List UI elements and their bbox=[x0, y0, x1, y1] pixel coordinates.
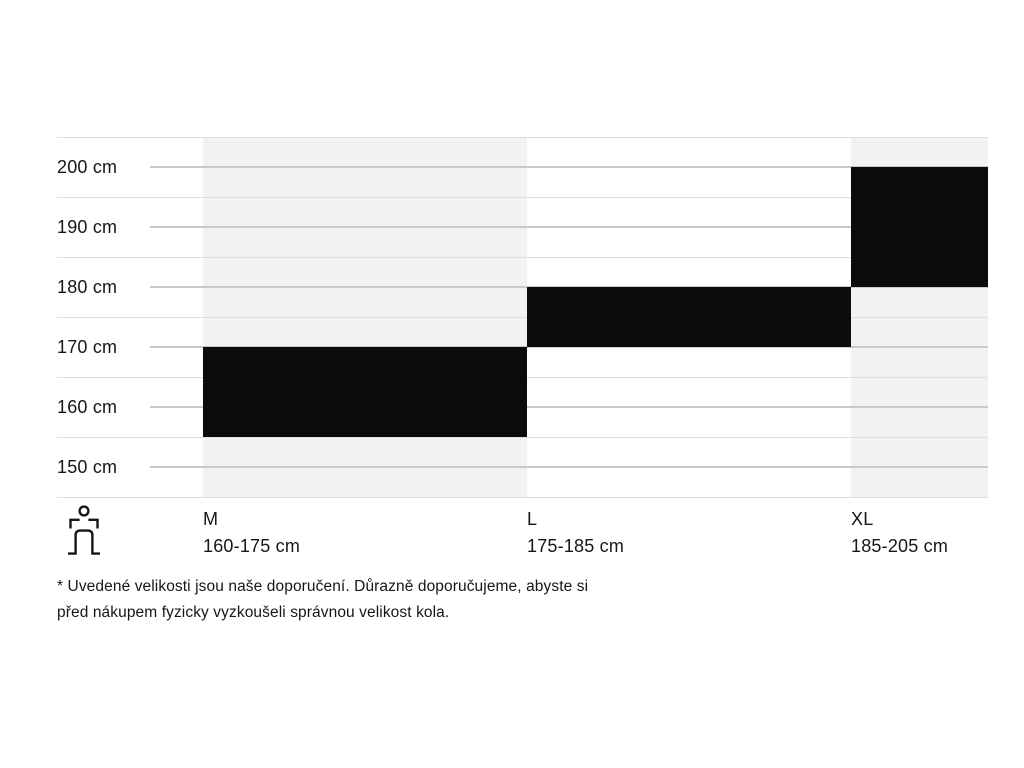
gridline bbox=[57, 437, 988, 438]
person-head bbox=[78, 505, 90, 517]
tick-gridline bbox=[150, 226, 988, 228]
size-letter-L: L bbox=[527, 509, 538, 529]
person-height-icon bbox=[68, 505, 100, 555]
size-letter-M: M bbox=[203, 509, 219, 529]
y-tick-label: 200 cm bbox=[57, 157, 118, 177]
tick-gridline bbox=[150, 406, 988, 408]
size-bar-XL bbox=[851, 167, 988, 287]
gridline bbox=[57, 497, 988, 498]
y-tick-label: 150 cm bbox=[57, 457, 118, 477]
size-bar-L bbox=[527, 287, 851, 347]
person-right-arm bbox=[88, 518, 99, 529]
gridline bbox=[57, 257, 988, 258]
y-tick-label: 160 cm bbox=[57, 397, 118, 417]
footnote: * Uvedené velikosti jsou naše doporučení… bbox=[57, 574, 588, 626]
size-range-XL: 185-205 cm bbox=[851, 536, 949, 556]
size-legend-row: M 160-175 cm L 175-185 cm XL 185-205 cm bbox=[57, 504, 988, 566]
size-chart-plot: 200 cm 190 cm 180 cm 170 cm 160 cm 150 cm bbox=[57, 137, 988, 498]
gridline bbox=[57, 197, 988, 198]
y-tick-label: 190 cm bbox=[57, 217, 118, 237]
footnote-line-2: před nákupem fyzicky vyzkoušeli správnou… bbox=[57, 604, 450, 621]
person-left-arm bbox=[69, 518, 80, 529]
gridline bbox=[57, 137, 988, 138]
tick-gridline bbox=[150, 346, 988, 348]
tick-gridline bbox=[150, 466, 988, 468]
size-range-L: 175-185 cm bbox=[527, 536, 625, 556]
footnote-line-1: * Uvedené velikosti jsou naše doporučení… bbox=[57, 578, 589, 595]
size-label-M: M 160-175 cm bbox=[203, 506, 300, 560]
tick-gridline bbox=[150, 166, 988, 168]
size-bar-M bbox=[203, 347, 527, 437]
size-letter-XL: XL bbox=[851, 509, 874, 529]
size-range-M: 160-175 cm bbox=[203, 536, 301, 556]
person-legs bbox=[68, 529, 100, 555]
size-label-XL: XL 185-205 cm bbox=[851, 506, 948, 560]
y-tick-label: 180 cm bbox=[57, 277, 118, 297]
size-label-L: L 175-185 cm bbox=[527, 506, 624, 560]
gridline bbox=[57, 317, 988, 318]
y-tick-label: 170 cm bbox=[57, 337, 118, 357]
